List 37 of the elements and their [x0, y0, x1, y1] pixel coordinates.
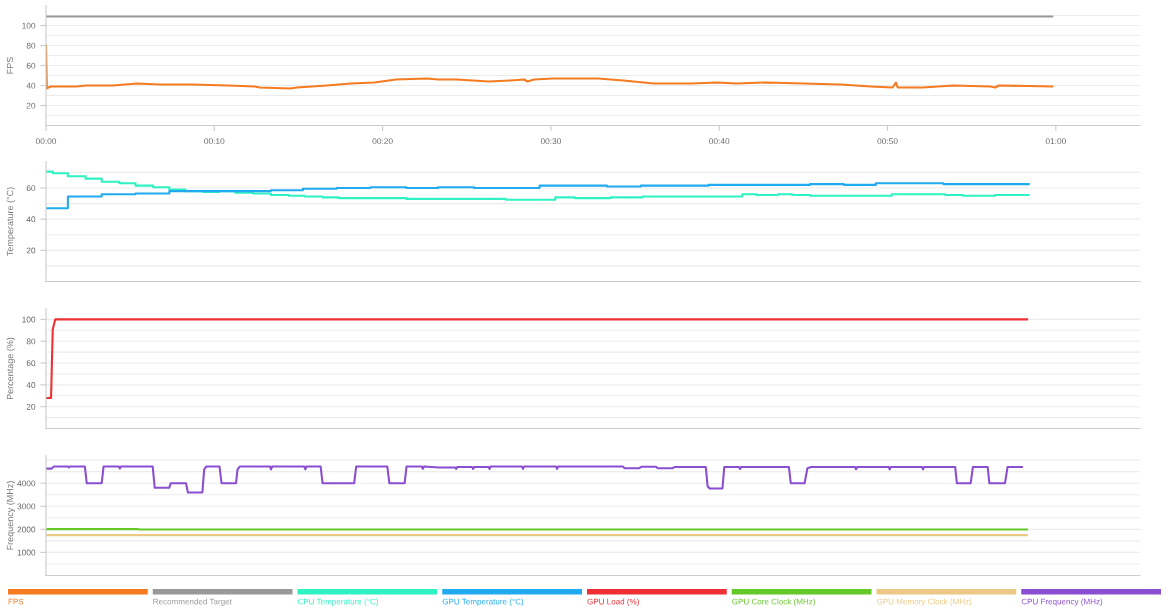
y-tick-label: 60 [26, 62, 36, 69]
x-tick-label: 00:10 [204, 138, 225, 145]
x-tick-label: 00:30 [540, 138, 562, 145]
y-tick-label: 40 [26, 216, 36, 223]
y-tick-label: 60 [26, 360, 36, 367]
x-tick-label: 00:20 [372, 138, 393, 145]
text: GPU Temperature (°C) [442, 598, 524, 606]
text: FPS [8, 598, 24, 605]
y-axis-title: Frequency (MHz) [6, 481, 15, 550]
x-tick-label: 00:50 [877, 138, 898, 145]
y-axis-title: Percentage (%) [6, 337, 15, 400]
text: GPU Load (%) [587, 598, 639, 606]
text: GPU Core Clock (MHz) [732, 598, 815, 606]
text: CPU Frequency (MHz) [1021, 598, 1103, 606]
y-tick-label: 100 [22, 22, 36, 29]
y-tick-label: 2000 [17, 526, 36, 533]
y-tick-label: 80 [26, 42, 36, 49]
line-series [46, 465, 1024, 494]
y-tick-label: 20 [26, 403, 36, 410]
x-tick-label: 00:00 [35, 138, 57, 145]
text: CPU Temperature (°C) [297, 598, 378, 606]
y-axis-title: FPS [6, 57, 14, 74]
y-tick-label: 80 [26, 338, 36, 345]
y-axis-title: Temperature (°C) [6, 187, 15, 256]
y-tick-label: 20 [26, 102, 36, 109]
y-tick-label: 20 [26, 247, 36, 254]
y-tick-label: 100 [22, 316, 36, 323]
y-tick-label: 40 [26, 82, 36, 89]
y-tick-label: 60 [26, 185, 36, 192]
x-tick-label: 01:00 [1045, 138, 1066, 145]
x-tick-label: 00:40 [709, 138, 730, 145]
text: Recommended Target [153, 598, 232, 606]
y-tick-label: 4000 [17, 480, 36, 487]
y-tick-label: 40 [26, 382, 36, 388]
text: GPU Memory Clock (MHz) [876, 598, 972, 606]
y-tick-label: 1000 [17, 549, 36, 556]
y-tick-label: 3000 [17, 503, 36, 510]
